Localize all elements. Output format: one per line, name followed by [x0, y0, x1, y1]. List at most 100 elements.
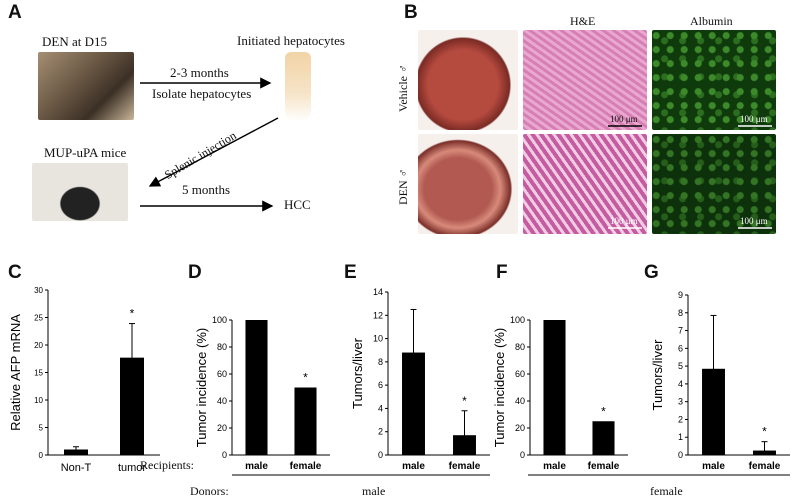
chart-c-category-label: Non-T: [61, 462, 92, 474]
chart-f-tick-label: 60: [515, 369, 525, 379]
chart-g-tick-label: 7: [678, 326, 683, 336]
chart-e-tick-label: 6: [378, 380, 383, 390]
chart-g-tick-label: 2: [678, 414, 683, 424]
chart-e-tick-label: 14: [373, 287, 383, 297]
chart-d-tick-label: 80: [217, 342, 227, 352]
chart-f-bar: [592, 421, 615, 455]
chart-d-tick-label: 60: [217, 369, 227, 379]
panel-label-f: F: [496, 262, 508, 283]
chart-e-category-label: female: [449, 461, 481, 472]
donor-female-label: female: [650, 484, 683, 498]
chart-c-tick-label: 15: [34, 369, 43, 378]
vehicle-he-image: [523, 30, 647, 130]
donor-male-label: male: [362, 484, 386, 498]
vehicle-liver-photo: [418, 30, 518, 130]
chart-g-tick-label: 8: [678, 308, 683, 318]
col-label-he: H&E: [570, 14, 596, 28]
chart-d-significance: *: [303, 371, 308, 385]
chart-f-tick-label: 0: [520, 450, 525, 460]
initiated-title: Initiated hepatocytes: [237, 33, 345, 48]
chart-c-tick-label: 30: [34, 286, 43, 295]
scale-label-4: 100 μm: [740, 216, 768, 226]
arrow1-bottom-label: Isolate hepatocytes: [152, 86, 252, 101]
chart-d-bar: [245, 320, 268, 455]
tube-icon: [285, 52, 311, 122]
mup-mouse-photo: [32, 163, 128, 221]
chart-e-tick-label: 4: [378, 403, 383, 413]
chart-g-tick-label: 5: [678, 361, 683, 371]
chart-c-tick-label: 5: [39, 424, 44, 433]
chart-g-tick-label: 3: [678, 397, 683, 407]
chart-g-category-label: male: [702, 461, 725, 472]
mup-title: MUP-uPA mice: [44, 145, 127, 160]
chart-e-tick-label: 12: [373, 310, 383, 320]
chart-d-tick-label: 20: [217, 423, 227, 433]
chart-f-significance: *: [601, 404, 606, 418]
chart-f-tick-label: 40: [515, 396, 525, 406]
arrow-splenic: [148, 117, 279, 187]
vehicle-albumin-image: [652, 30, 776, 130]
col-label-albumin: Albumin: [690, 14, 733, 28]
panel-label-c: C: [8, 262, 22, 283]
hcc-label: HCC: [284, 197, 311, 212]
recipients-label: Recipients:: [140, 458, 194, 472]
chart-c-tick-label: 0: [39, 451, 44, 460]
scale-label-1: 100 μm: [610, 114, 638, 124]
chart-c-tick-label: 20: [34, 341, 43, 350]
chart-e-significance: *: [462, 394, 467, 408]
chart-c-tick-label: 10: [34, 396, 43, 405]
chart-f-tick-label: 100: [510, 315, 525, 325]
chart-e-tick-label: 0: [378, 450, 383, 460]
scale-bars: [608, 125, 772, 229]
arrow1-top-label: 2-3 months: [170, 65, 229, 80]
panel-label-e: E: [344, 262, 357, 283]
panel-label-d: D: [188, 262, 202, 283]
den-title: DEN at D15: [42, 34, 107, 49]
panel-label-a: A: [8, 2, 22, 23]
chart-f-category-label: female: [588, 461, 620, 472]
chart-e-tick-label: 8: [378, 357, 383, 367]
chart-c-ylabel: Relative AFP mRNA: [8, 314, 23, 431]
chart-g-tick-label: 1: [678, 432, 683, 442]
panel-a-arrows: [140, 77, 279, 212]
panel-label-g: G: [644, 262, 659, 283]
chart-e-category-label: male: [402, 461, 425, 472]
chart-e-ylabel: Tumors/liver: [350, 337, 365, 409]
chart-g-tick-label: 0: [678, 450, 683, 460]
scale-label-2: 100 μm: [740, 114, 768, 124]
donors-label: Donors:: [190, 484, 229, 498]
chart-d-bar: [294, 387, 317, 455]
chart-g-category-label: female: [749, 461, 781, 472]
den-he-image: [523, 134, 647, 234]
chart-f-tick-label: 80: [515, 342, 525, 352]
arrow2-top-label: 5 months: [182, 182, 231, 197]
chart-f-category-label: male: [543, 461, 566, 472]
den-liver-photo: [418, 134, 518, 234]
chart-e-tick-label: 2: [378, 427, 383, 437]
panel-label-b: B: [404, 2, 418, 23]
chart-c-category-label: tumor: [118, 462, 146, 474]
chart-d-tick-label: 40: [217, 396, 227, 406]
den-mouse-photo: [38, 52, 134, 120]
den-albumin-image: [652, 134, 776, 234]
chart-e-tick-label: 10: [373, 334, 383, 344]
chart-d-tick-label: 100: [212, 315, 227, 325]
chart-f-bar: [543, 320, 566, 455]
chart-d-category-label: male: [245, 461, 268, 472]
chart-d-category-label: female: [290, 461, 322, 472]
chart-f-ylabel: Tumor incidence (%): [492, 328, 507, 447]
scale-label-3: 100 μm: [610, 216, 638, 226]
chart-f-tick-label: 20: [515, 423, 525, 433]
chart-c-tick-label: 25: [34, 314, 43, 323]
chart-d-ylabel: Tumor incidence (%): [194, 328, 209, 447]
chart-g-tick-label: 6: [678, 343, 683, 353]
chart-c-significance: *: [130, 307, 135, 321]
chart-g-significance: *: [762, 425, 767, 439]
chart-g-tick-label: 4: [678, 379, 683, 389]
chart-d-tick-label: 0: [222, 450, 227, 460]
chart-g-tick-label: 9: [678, 290, 683, 300]
chart-g-ylabel: Tumors/liver: [650, 339, 665, 411]
chart-e-bar: [402, 352, 425, 455]
